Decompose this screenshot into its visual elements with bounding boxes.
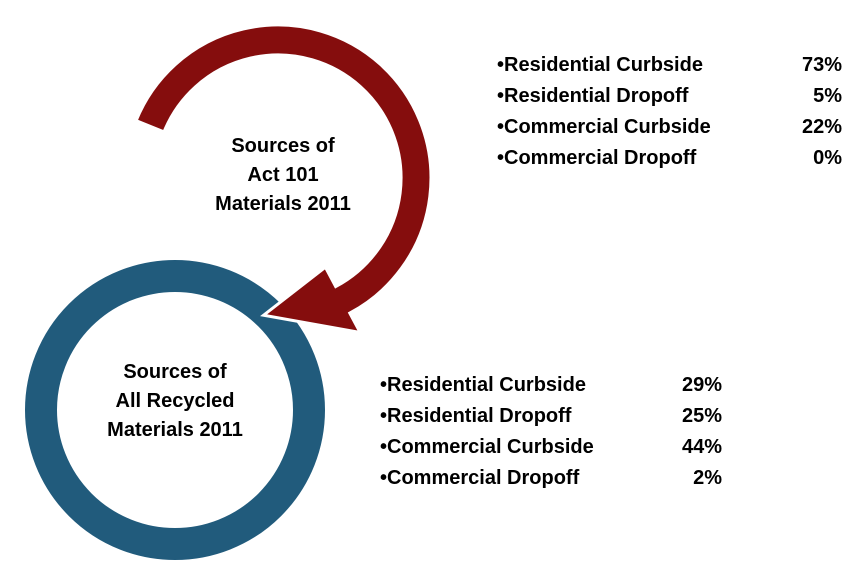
item-value: 22% (802, 116, 842, 138)
group-title: All Recycled (116, 390, 235, 412)
group-title: Materials 2011 (107, 419, 243, 441)
item-label: •Residential Dropoff (380, 405, 572, 427)
item-label: •Residential Curbside (497, 54, 703, 76)
item-label: •Commercial Curbside (380, 436, 594, 458)
item-value: 5% (813, 85, 842, 107)
blue-ring (25, 260, 325, 560)
red-arrow (134, 23, 433, 335)
item-label: •Commercial Dropoff (380, 467, 580, 489)
group-title: Sources of (231, 135, 335, 157)
group-title: Act 101 (247, 164, 318, 186)
item-label: •Commercial Dropoff (497, 147, 697, 169)
item-label: •Commercial Curbside (497, 116, 711, 138)
item-value: 2% (693, 467, 722, 489)
item-value: 25% (682, 405, 722, 427)
item-value: 29% (682, 374, 722, 396)
item-label: •Residential Dropoff (497, 85, 689, 107)
item-label: •Residential Curbside (380, 374, 586, 396)
group-title: Sources of (123, 361, 227, 383)
group-title: Materials 2011 (215, 193, 351, 215)
item-value: 44% (682, 436, 722, 458)
item-value: 0% (813, 147, 842, 169)
item-value: 73% (802, 54, 842, 76)
